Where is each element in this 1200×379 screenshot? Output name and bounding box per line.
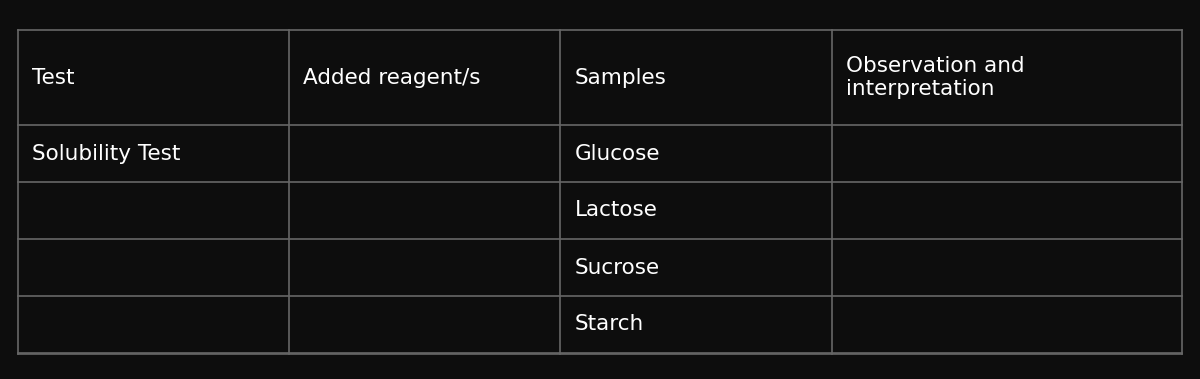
Text: Samples: Samples <box>575 67 666 88</box>
Bar <box>18 30 1182 354</box>
Text: Lactose: Lactose <box>575 200 658 221</box>
Text: Observation and
interpretation: Observation and interpretation <box>846 56 1025 99</box>
Text: Sucrose: Sucrose <box>575 257 660 277</box>
Text: Test: Test <box>32 67 74 88</box>
Text: Starch: Starch <box>575 315 643 335</box>
Text: Glucose: Glucose <box>575 144 660 163</box>
Text: Added reagent/s: Added reagent/s <box>304 67 481 88</box>
Text: Solubility Test: Solubility Test <box>32 144 180 163</box>
